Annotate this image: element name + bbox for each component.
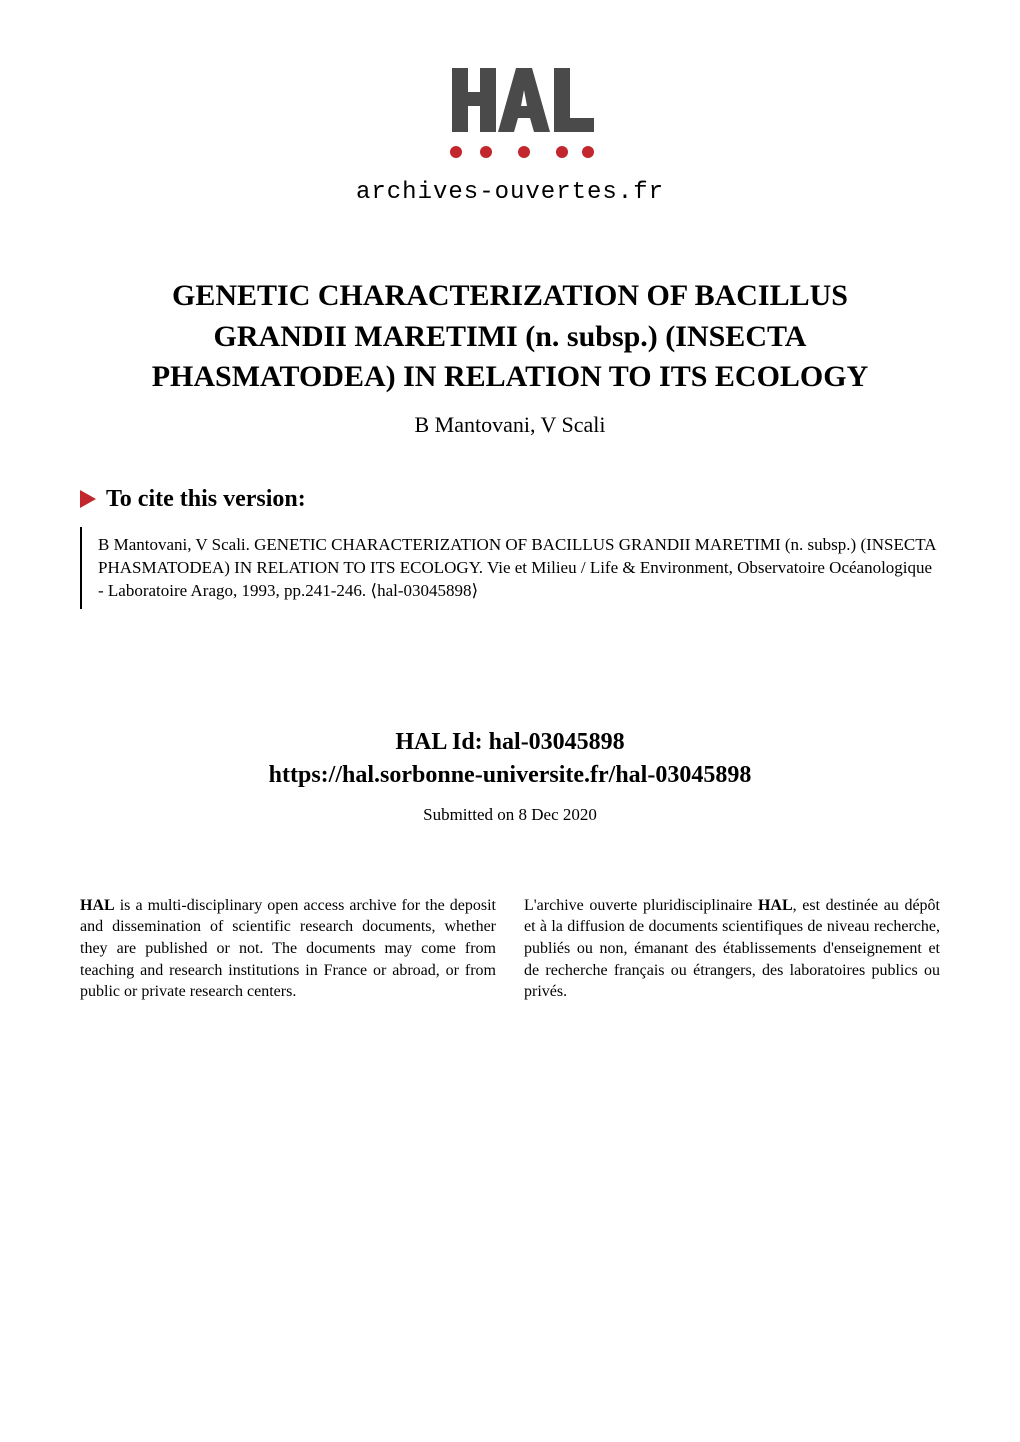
hal-bold-right: HAL [758, 897, 793, 914]
title-line-1: GENETIC CHARACTERIZATION OF BACILLUS [172, 279, 848, 312]
paper-authors: B Mantovani, V Scali [80, 412, 940, 438]
paper-title: GENETIC CHARACTERIZATION OF BACILLUS GRA… [100, 276, 920, 398]
description-columns: HAL is a multi-disciplinary open access … [80, 895, 940, 1003]
hal-url-line[interactable]: https://hal.sorbonne-universite.fr/hal-0… [80, 762, 940, 789]
description-right-column: L'archive ouverte pluridisciplinaire HAL… [524, 895, 940, 1003]
citation-hal-tag: hal-03045898 [377, 581, 471, 600]
left-column-text: is a multi-disciplinary open access arch… [80, 897, 496, 1000]
citation-text: B Mantovani, V Scali. GENETIC CHARACTERI… [98, 535, 936, 601]
hal-logo-icon [420, 60, 600, 170]
cite-heading-row: To cite this version: [80, 486, 940, 513]
title-line-3: PHASMATODEA) IN RELATION TO ITS ECOLOGY [152, 360, 869, 393]
hal-logo-block: archives-ouvertes.fr [80, 60, 940, 206]
title-line-2: GRANDII MARETIMI (n. subsp.) (INSECTA [214, 320, 807, 353]
hal-id-line: HAL Id: hal-03045898 [80, 729, 940, 756]
logo-subtitle: archives-ouvertes.fr [80, 179, 940, 206]
triangle-bullet-icon [80, 490, 96, 508]
citation-block: B Mantovani, V Scali. GENETIC CHARACTERI… [80, 527, 940, 609]
submitted-date: Submitted on 8 Dec 2020 [80, 805, 940, 825]
right-column-prefix: L'archive ouverte pluridisciplinaire [524, 897, 758, 914]
hal-bold-left: HAL [80, 897, 115, 914]
description-left-column: HAL is a multi-disciplinary open access … [80, 895, 496, 1003]
cite-heading: To cite this version: [106, 486, 306, 513]
